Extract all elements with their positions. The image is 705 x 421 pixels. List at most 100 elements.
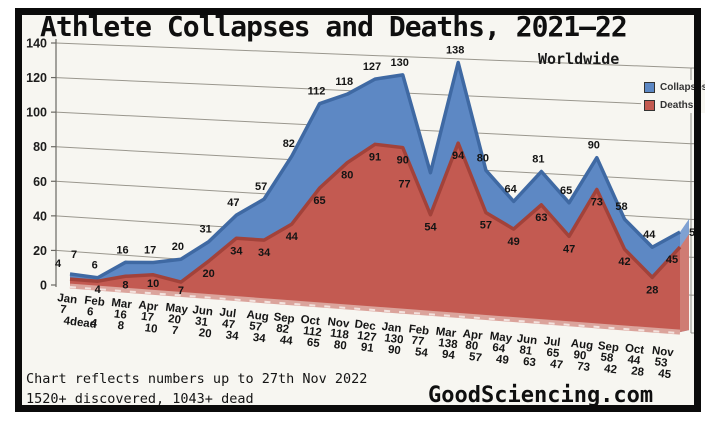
x-tick-label: May6449 (486, 330, 513, 367)
x-tick-label: Dec12791 (351, 318, 378, 355)
y-tick-label: 60 (33, 175, 47, 189)
collapses-value-label: 47 (227, 197, 239, 209)
collapses-swatch-icon (644, 82, 655, 93)
deaths-value-label: 57 (480, 220, 492, 232)
collapses-value-label: 138 (446, 44, 464, 56)
x-tick-label: Jun8163 (513, 333, 539, 369)
legend-label-deaths: Deaths (660, 100, 694, 111)
x-axis-labels: Jan74deadFeb64Mar168Apr1710May207Jun3120… (54, 292, 675, 381)
collapses-value-label: 7 (71, 249, 77, 261)
collapses-value-label: 130 (391, 57, 409, 69)
collapses-edge (69, 60, 681, 280)
website-credit: GoodSciencing.com (428, 383, 654, 408)
legend-item-collapses: Collapses (644, 82, 705, 93)
deaths-value-label: 8 (122, 279, 128, 291)
deaths-value-label: 63 (535, 212, 547, 224)
collapses-value-label: 118 (335, 76, 353, 88)
deaths-area (70, 143, 680, 333)
collapses-value-label: 77 (398, 179, 410, 191)
collapses-value-label: 17 (144, 245, 156, 257)
x-tick-label: Apr1710 (135, 299, 161, 335)
collapses-value-label: 20 (172, 241, 184, 253)
y-tick-label: 100 (26, 106, 47, 120)
floor-ticks (69, 286, 681, 335)
legend: Collapses Deaths (641, 80, 705, 113)
deaths-value-label: 44 (286, 231, 299, 243)
x-tick-label: Sep5842 (594, 340, 620, 376)
deaths-edge (69, 141, 682, 284)
x-tick-label: Oct4428 (622, 342, 648, 378)
collapses-value-label: 90 (588, 140, 600, 152)
deaths-value-label: 65 (313, 195, 325, 207)
deaths-value-label: 73 (591, 196, 603, 208)
deaths-value-label: 34 (258, 247, 271, 259)
collapses-value-label: 31 (200, 224, 212, 236)
footer-note-line1: Chart reflects numbers up to 27th Nov 20… (26, 371, 368, 387)
y-tick-label: 40 (33, 209, 47, 223)
collapses-value-label: 127 (363, 61, 381, 73)
collapses-value-label: 16 (116, 244, 128, 256)
deaths-value-label: 7 (178, 285, 184, 297)
x-tick-label: Feb64 (81, 295, 105, 331)
x-tick-label: May207 (162, 302, 189, 339)
x-tick-label: Sep8244 (270, 311, 296, 347)
collapses-value-label: 80 (477, 152, 489, 164)
deaths-value-label: 94 (452, 150, 465, 162)
x-tick-label: Oct11265 (297, 314, 324, 350)
deaths-value-label: 45 (666, 254, 678, 266)
collapses-value-label: 65 (560, 185, 572, 197)
x-tick-label: Mar168 (108, 297, 133, 333)
collapses-value-label: 112 (308, 86, 326, 98)
x-tick-label: Jun3120 (189, 304, 215, 340)
deaths-value-label: 54 (424, 222, 437, 234)
deaths-value-label: 34 (230, 245, 243, 257)
y-tick-label: 140 (26, 37, 47, 51)
collapses-value-label: 57 (255, 181, 267, 193)
y-tick-label: 80 (33, 140, 47, 154)
x-tick-label: Aug5734 (243, 309, 269, 345)
deaths-value-label: 10 (147, 278, 159, 290)
chart-subtitle: Worldwide (538, 50, 620, 68)
y-tick-label: 0 (40, 279, 47, 293)
x-tick-label: Nov11880 (324, 316, 351, 353)
collapses-value-label: 53 (689, 227, 701, 239)
collapses-data-labels: 7 6 16 17 20 31 47 57 82 112 118 127 130 77 138 80 64 81 6… (71, 44, 701, 271)
x-tick-label: Jan74dead (54, 292, 100, 331)
x-tick-label: Nov5345 (649, 345, 675, 381)
footer-note-line2: 1520+ discovered, 1043+ dead (26, 391, 254, 407)
deaths-value-label: 80 (341, 170, 353, 182)
deaths-value-label: 20 (203, 268, 215, 280)
x-tick-label: Jul4734 (216, 307, 242, 343)
collapses-value-label: 58 (615, 201, 627, 213)
deaths-value-label: 90 (397, 155, 409, 167)
deaths-value-label: 91 (369, 151, 381, 163)
collapses-value-label: 44 (643, 229, 656, 241)
deaths-value-label: 49 (508, 236, 520, 248)
x-tick-label: Feb7754 (405, 323, 431, 359)
y-axis-labels: 0 20 40 60 80 100 120 140 (26, 37, 47, 293)
collapses-value-label: 82 (283, 138, 295, 150)
y-tick-label: 120 (26, 71, 47, 85)
x-tick-label: Jan13090 (378, 321, 405, 358)
gridline (55, 42, 692, 69)
x-tick-label: Jul6547 (540, 335, 566, 371)
deaths-value-label: 4 (55, 258, 62, 270)
left-axis (51, 39, 57, 287)
x-tick-label: Apr8057 (459, 328, 485, 364)
deaths-value-label: 47 (563, 243, 575, 255)
legend-item-deaths: Deaths (644, 100, 705, 111)
legend-label-collapses: Collapses (660, 82, 705, 93)
chart-title: Athlete Collapses and Deaths, 2021—22 (40, 10, 628, 43)
deaths-swatch-icon (644, 100, 655, 111)
deaths-value-label: 4 (95, 284, 102, 296)
deaths-side-face (680, 234, 689, 333)
x-tick-label: Mar13894 (432, 326, 460, 363)
deaths-value-label: 42 (618, 256, 630, 268)
collapses-value-label: 6 (92, 260, 98, 272)
collapses-value-label: 64 (505, 183, 518, 195)
deaths-value-label: 28 (646, 284, 658, 296)
x-tick-label: Aug9073 (567, 338, 593, 374)
